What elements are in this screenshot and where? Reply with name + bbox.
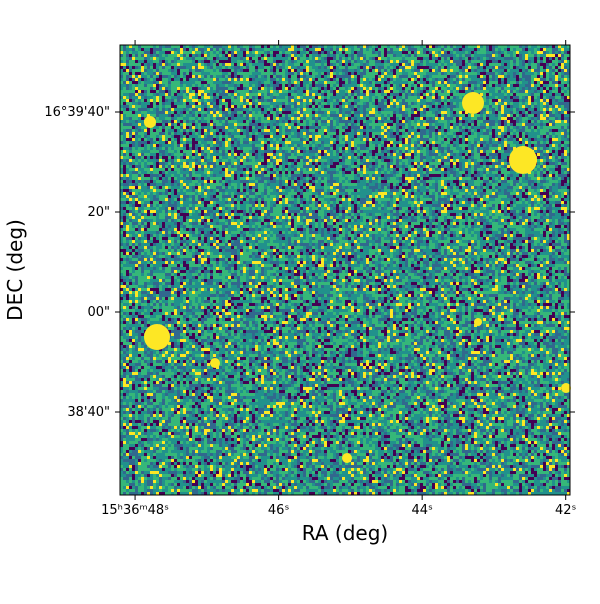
image bbox=[120, 45, 570, 495]
image-pixels bbox=[120, 45, 570, 495]
x-tick-label: 46ˢ bbox=[268, 503, 290, 518]
x-tick-label: 15ʰ36ᵐ48ˢ bbox=[101, 503, 169, 518]
y-tick-label: 38'40" bbox=[67, 405, 110, 420]
y-tick-label: 16°39'40" bbox=[44, 105, 110, 120]
source bbox=[342, 453, 352, 463]
sources bbox=[144, 92, 571, 463]
source bbox=[144, 116, 156, 128]
plot-frame bbox=[119, 44, 571, 496]
image-pixels bbox=[120, 45, 570, 495]
y-tick-label: 20" bbox=[87, 205, 110, 220]
y-tick-label: 00" bbox=[87, 305, 110, 320]
source bbox=[509, 146, 537, 174]
x-tick-label: 44ˢ bbox=[411, 503, 433, 518]
source bbox=[462, 92, 484, 114]
source bbox=[474, 318, 482, 326]
x-tick-label: 42ˢ bbox=[555, 503, 577, 518]
source bbox=[144, 324, 170, 350]
source bbox=[210, 358, 220, 368]
x-axis-label: RA (deg) bbox=[302, 521, 388, 545]
y-axis-label: DEC (deg) bbox=[3, 219, 27, 321]
source bbox=[561, 383, 571, 393]
image-pixels bbox=[120, 45, 570, 495]
